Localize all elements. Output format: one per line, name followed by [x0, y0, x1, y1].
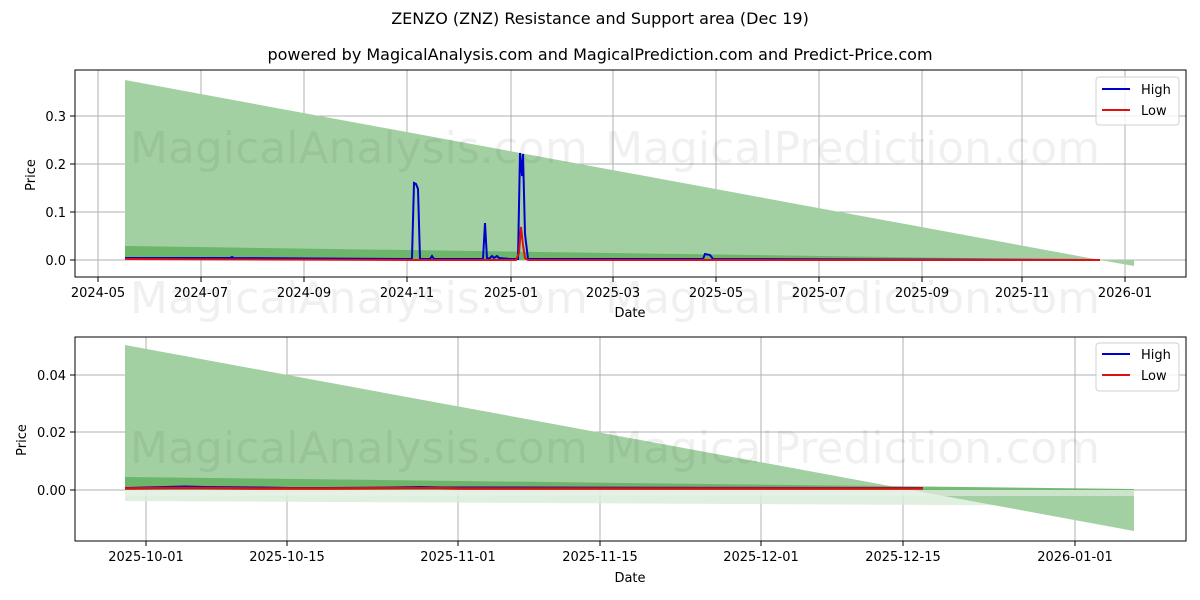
y-tick-label: 0.0: [45, 254, 66, 269]
legend-low-label: Low: [1141, 369, 1167, 384]
x-tick-label: 2025-07: [792, 286, 846, 301]
bottom-legend: High Low: [1095, 342, 1180, 392]
top-legend: High Low: [1095, 76, 1180, 126]
y-tick-label: 0.3: [45, 110, 66, 125]
x-tick-label: 2025-09: [895, 286, 949, 301]
x-tick-label: 2024-07: [174, 286, 228, 301]
bottom-axes-frame: [74, 336, 1187, 542]
high-line: [125, 152, 1101, 261]
support-band: [125, 246, 1100, 260]
resistance-band: [125, 80, 1134, 266]
x-tick-label: 2024-05: [71, 286, 125, 301]
top-x-ticks: [97, 277, 1126, 282]
x-axis-label: Date: [614, 571, 645, 586]
x-tick-label: 2025-10-01: [108, 550, 184, 565]
watermark-right: MagicalPrediction.com: [605, 123, 1100, 174]
legend-high-label: High: [1141, 83, 1171, 98]
x-tick-label: 2026-01: [1098, 286, 1152, 301]
chart-subtitle: powered by MagicalAnalysis.com and Magic…: [267, 45, 933, 64]
y-tick-label: 0.2: [45, 158, 66, 173]
top-chart: MagicalAnalysis.com MagicalPrediction.co…: [24, 69, 1187, 324]
bottom-x-ticks: [145, 541, 1076, 546]
x-tick-label: 2025-11: [995, 286, 1049, 301]
x-tick-label: 2025-10-15: [249, 550, 325, 565]
y-axis-label: Price: [15, 424, 30, 456]
chart-title: ZENZO (ZNZ) Resistance and Support area …: [391, 9, 809, 28]
x-tick-label: 2025-03: [586, 286, 640, 301]
low-line: [124, 226, 1100, 261]
x-tick-label: 2025-11-01: [420, 550, 496, 565]
legend-high-label: High: [1141, 348, 1171, 363]
watermark-right: MagicalPrediction.com: [605, 423, 1100, 474]
y-tick-label: 0.00: [37, 484, 66, 499]
y-axis-label: Price: [24, 159, 39, 191]
x-tick-label: 2025-12-01: [723, 550, 799, 565]
legend-low-label: Low: [1141, 104, 1167, 119]
bottom-y-ticks: [70, 374, 75, 491]
low-line: [124, 486, 923, 490]
x-tick-label: 2025-11-15: [562, 550, 638, 565]
top-y-ticks: [70, 115, 75, 261]
watermark-left: MagicalAnalysis.com: [130, 423, 588, 474]
y-tick-label: 0.02: [37, 426, 66, 441]
x-tick-label: 2025-05: [689, 286, 743, 301]
watermark-left: MagicalAnalysis.com: [130, 123, 588, 174]
x-tick-label: 2026-01-01: [1037, 550, 1113, 565]
x-tick-label: 2025-12-15: [865, 550, 941, 565]
x-tick-label: 2024-11: [380, 286, 434, 301]
top-axes-frame: [74, 69, 1187, 278]
y-tick-label: 0.04: [37, 369, 66, 384]
bottom-chart: MagicalAnalysis.com MagicalPrediction.co…: [15, 336, 1187, 586]
y-tick-label: 0.1: [45, 206, 66, 221]
pale-overlay-band: [125, 490, 1134, 496]
x-tick-label: 2024-09: [277, 286, 331, 301]
watermark-right-lower: MagicalPrediction.com: [605, 273, 1100, 324]
x-axis-label: Date: [614, 306, 645, 321]
x-tick-label: 2025-01: [484, 286, 538, 301]
